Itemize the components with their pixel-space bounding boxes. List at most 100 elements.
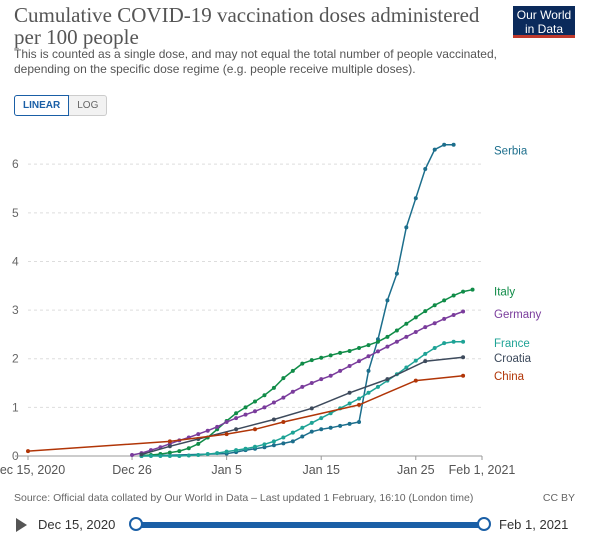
data-point xyxy=(470,287,475,292)
data-point xyxy=(442,298,447,303)
data-point xyxy=(139,452,144,457)
data-point xyxy=(290,439,295,444)
data-point xyxy=(309,420,314,425)
series-line-serbia xyxy=(141,143,454,457)
data-point xyxy=(328,353,333,358)
timeline: Dec 15, 2020 Feb 1, 2021 xyxy=(0,512,595,538)
x-tick-label: Dec 15, 2020 xyxy=(0,463,65,477)
timeline-track[interactable] xyxy=(136,522,484,528)
data-point xyxy=(375,349,380,354)
data-point xyxy=(328,373,333,378)
data-point xyxy=(196,453,201,458)
data-point xyxy=(366,343,371,348)
data-point xyxy=(253,399,257,404)
data-point xyxy=(167,450,172,455)
data-point xyxy=(375,339,380,344)
y-tick-label: 1 xyxy=(12,400,19,414)
data-point xyxy=(253,427,257,432)
data-point xyxy=(177,449,182,454)
data-point xyxy=(423,325,428,330)
data-point xyxy=(413,196,418,201)
series-label-serbia: Serbia xyxy=(494,146,528,158)
data-point xyxy=(224,432,229,437)
data-point xyxy=(432,346,437,351)
data-point xyxy=(300,425,305,430)
data-point xyxy=(253,444,257,449)
data-point xyxy=(309,358,314,363)
data-point xyxy=(167,444,172,449)
data-point xyxy=(224,449,229,454)
data-point xyxy=(290,430,295,435)
data-point xyxy=(357,359,362,364)
data-point xyxy=(234,416,239,421)
data-point xyxy=(451,339,456,344)
linear-scale-button[interactable]: LINEAR xyxy=(14,95,70,116)
data-point xyxy=(205,428,210,433)
data-point xyxy=(357,402,362,407)
data-point xyxy=(234,448,239,453)
data-point xyxy=(319,427,324,432)
series-line-croatia xyxy=(141,356,464,456)
data-point xyxy=(432,147,437,152)
data-point xyxy=(196,441,201,446)
data-point xyxy=(271,443,276,448)
data-point xyxy=(130,453,135,458)
data-point xyxy=(309,429,314,434)
play-icon[interactable] xyxy=(16,518,27,532)
data-point xyxy=(262,445,267,450)
data-point xyxy=(385,334,390,339)
data-point xyxy=(394,339,399,344)
series-label-germany: Germany xyxy=(494,309,542,321)
data-point xyxy=(404,225,409,230)
data-point xyxy=(328,425,333,430)
data-point xyxy=(366,354,371,359)
series-label-france: France xyxy=(494,338,530,350)
series-line-italy xyxy=(141,288,473,457)
data-point xyxy=(281,419,286,424)
timeline-end-handle[interactable] xyxy=(477,517,491,531)
data-point xyxy=(413,329,418,334)
log-scale-button[interactable]: LOG xyxy=(69,95,108,116)
data-point xyxy=(357,396,362,401)
data-point xyxy=(461,339,466,344)
data-point xyxy=(338,368,343,373)
data-point xyxy=(375,384,380,389)
data-point xyxy=(461,355,466,360)
data-point xyxy=(347,390,352,395)
data-point xyxy=(262,442,267,447)
data-point xyxy=(253,409,257,414)
x-tick-label: Jan 15 xyxy=(302,463,340,477)
data-point xyxy=(423,359,428,364)
data-point xyxy=(309,406,314,411)
data-point xyxy=(290,389,295,394)
data-point xyxy=(196,432,201,437)
y-tick-label: 3 xyxy=(12,303,19,317)
data-point xyxy=(347,348,352,353)
data-point xyxy=(423,167,428,172)
license-label[interactable]: CC BY xyxy=(542,492,575,504)
data-point xyxy=(385,298,390,303)
data-point xyxy=(366,390,371,395)
data-point xyxy=(262,393,267,398)
data-point xyxy=(271,439,276,444)
owid-logo[interactable]: Our World in Data xyxy=(513,6,575,38)
data-point xyxy=(271,400,276,405)
timeline-start-handle[interactable] xyxy=(129,517,143,531)
data-point xyxy=(442,341,447,346)
data-point xyxy=(158,454,163,458)
data-point xyxy=(290,368,295,373)
timeline-end-label: Feb 1, 2021 xyxy=(499,517,569,532)
data-point xyxy=(394,328,399,333)
y-tick-label: 4 xyxy=(12,254,19,268)
data-point xyxy=(224,419,229,424)
scale-toggle: LINEAR LOG xyxy=(14,95,108,116)
data-point xyxy=(186,453,191,458)
data-point xyxy=(309,381,314,386)
data-point xyxy=(404,321,409,326)
data-point xyxy=(177,454,182,458)
data-point xyxy=(338,350,343,355)
y-tick-label: 5 xyxy=(12,206,19,220)
data-point xyxy=(413,378,418,383)
data-point xyxy=(423,351,428,356)
